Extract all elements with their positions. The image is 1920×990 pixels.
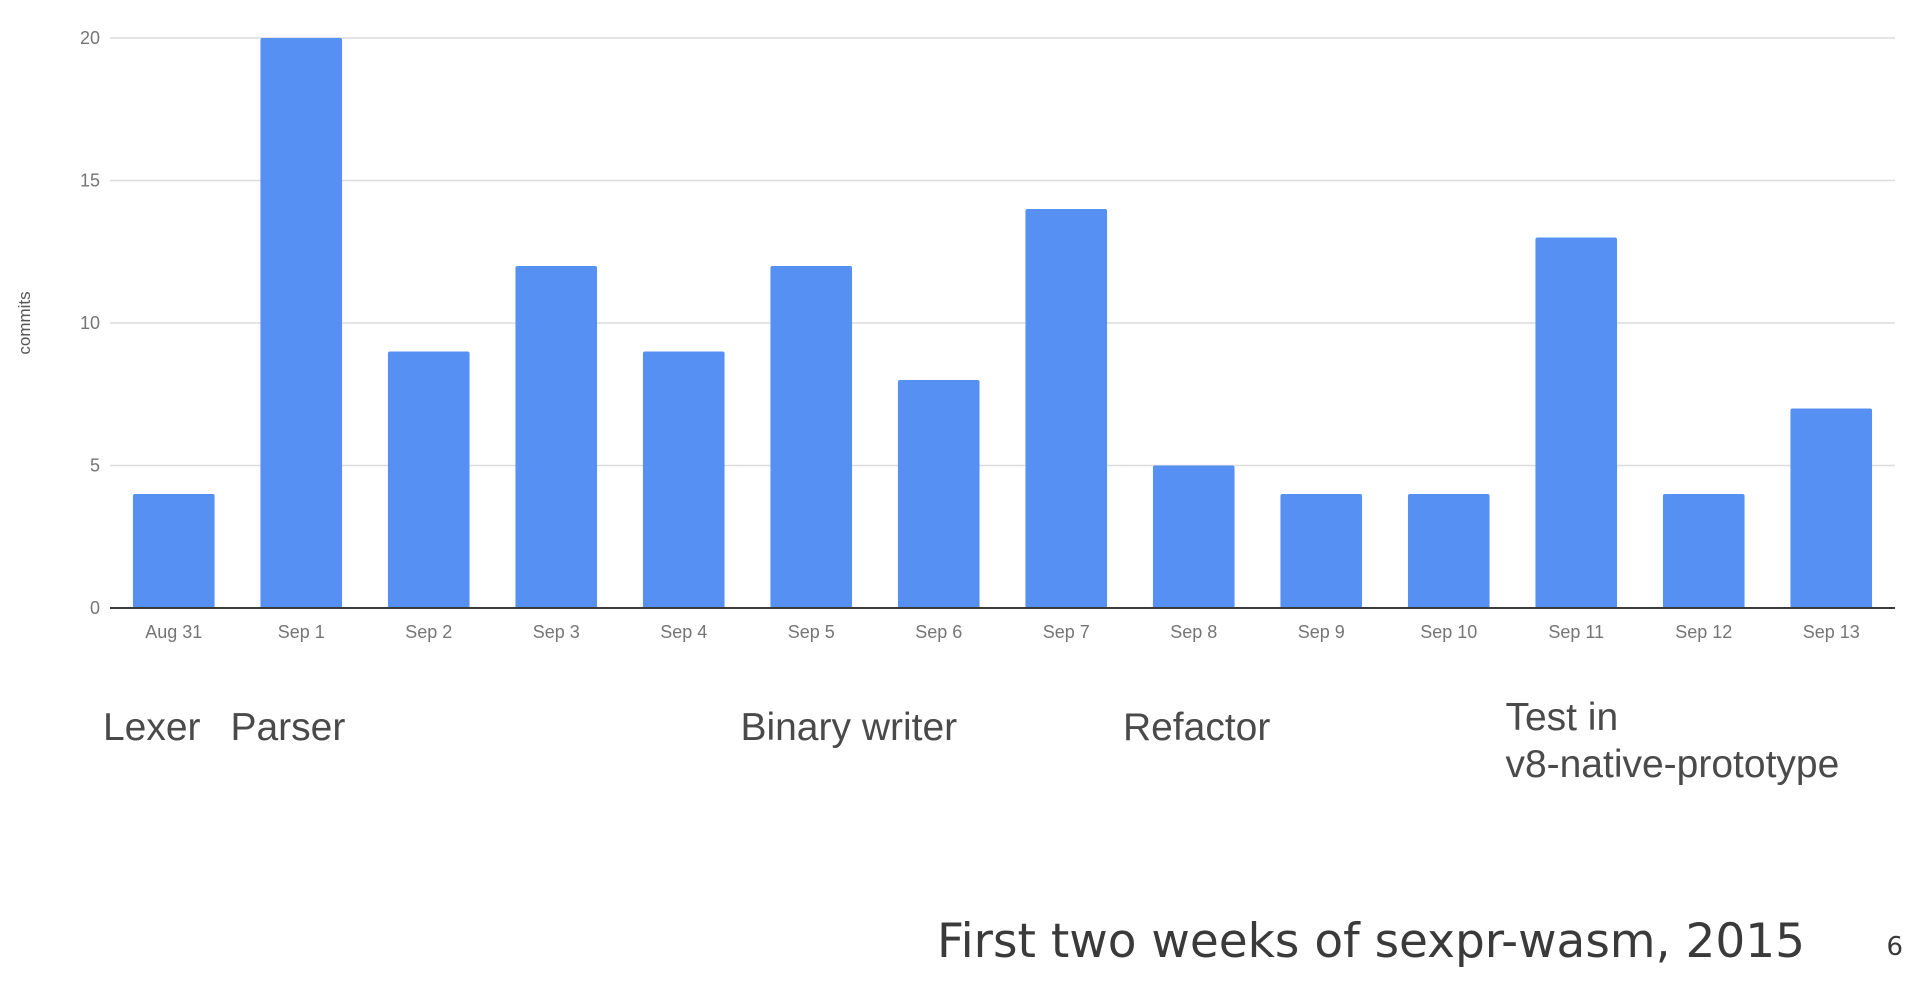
bar xyxy=(770,266,853,608)
x-tick-label: Sep 11 xyxy=(1548,622,1604,642)
y-tick-label: 5 xyxy=(90,456,100,476)
bar xyxy=(1025,209,1108,608)
y-tick-label: 15 xyxy=(80,171,100,191)
slide-caption: First two weeks of sexpr-wasm, 2015 xyxy=(937,914,1806,969)
x-tick-label: Sep 12 xyxy=(1675,622,1732,642)
x-tick-label: Sep 9 xyxy=(1298,622,1345,642)
bars xyxy=(132,38,1873,608)
x-tick-label: Sep 2 xyxy=(405,622,452,642)
x-tick-label: Sep 5 xyxy=(788,622,835,642)
x-tick-label: Sep 10 xyxy=(1420,622,1477,642)
annotation-line: v8-native-prototype xyxy=(1505,742,1840,786)
x-tick-label: Sep 1 xyxy=(278,622,325,642)
y-axis-label: commits xyxy=(15,291,34,354)
bar xyxy=(642,351,725,608)
x-tick-label: Sep 13 xyxy=(1803,622,1860,642)
annotation-parser: Parser xyxy=(230,705,345,752)
x-tick-label: Sep 3 xyxy=(533,622,580,642)
annotation-line: Binary writer xyxy=(740,706,958,749)
annotation-lexer: Lexer xyxy=(103,705,201,752)
annotation-line: Test in xyxy=(1505,696,1619,739)
bar xyxy=(515,266,598,608)
bar xyxy=(1535,237,1618,608)
annotation-refactor: Refactor xyxy=(1123,705,1270,752)
x-tick-label: Aug 31 xyxy=(145,622,202,642)
annotation-test-in: Test in v8-native-prototype xyxy=(1505,695,1839,789)
annotation-line: Lexer xyxy=(102,706,201,749)
bar xyxy=(1152,465,1235,608)
x-tick-label: Sep 8 xyxy=(1170,622,1217,642)
annotation-line: Parser xyxy=(230,706,346,749)
y-tick-label: 20 xyxy=(80,28,100,48)
bar xyxy=(260,38,343,608)
axes: 0 5 10 15 20 Aug 31 Sep 1 Sep 2 Sep 3 Sep 4 Sep 5 S… xyxy=(80,28,1895,642)
annotation-binary-writer: Binary writer xyxy=(740,705,957,752)
x-tick-label: Sep 6 xyxy=(915,622,962,642)
annotation-line: Refactor xyxy=(1122,706,1271,749)
bar xyxy=(1662,494,1745,608)
y-tick-label: 0 xyxy=(90,598,100,618)
y-tick-label: 10 xyxy=(80,313,100,333)
x-tick-label: Sep 4 xyxy=(660,622,707,642)
bar xyxy=(1407,494,1490,608)
bar xyxy=(1790,408,1873,608)
bar xyxy=(132,494,215,608)
bar xyxy=(897,380,980,608)
grid-lines xyxy=(110,37,1895,467)
page-number: 6 xyxy=(1886,932,1903,962)
bar xyxy=(387,351,470,608)
bar xyxy=(1280,494,1363,608)
x-tick-label: Sep 7 xyxy=(1043,622,1090,642)
